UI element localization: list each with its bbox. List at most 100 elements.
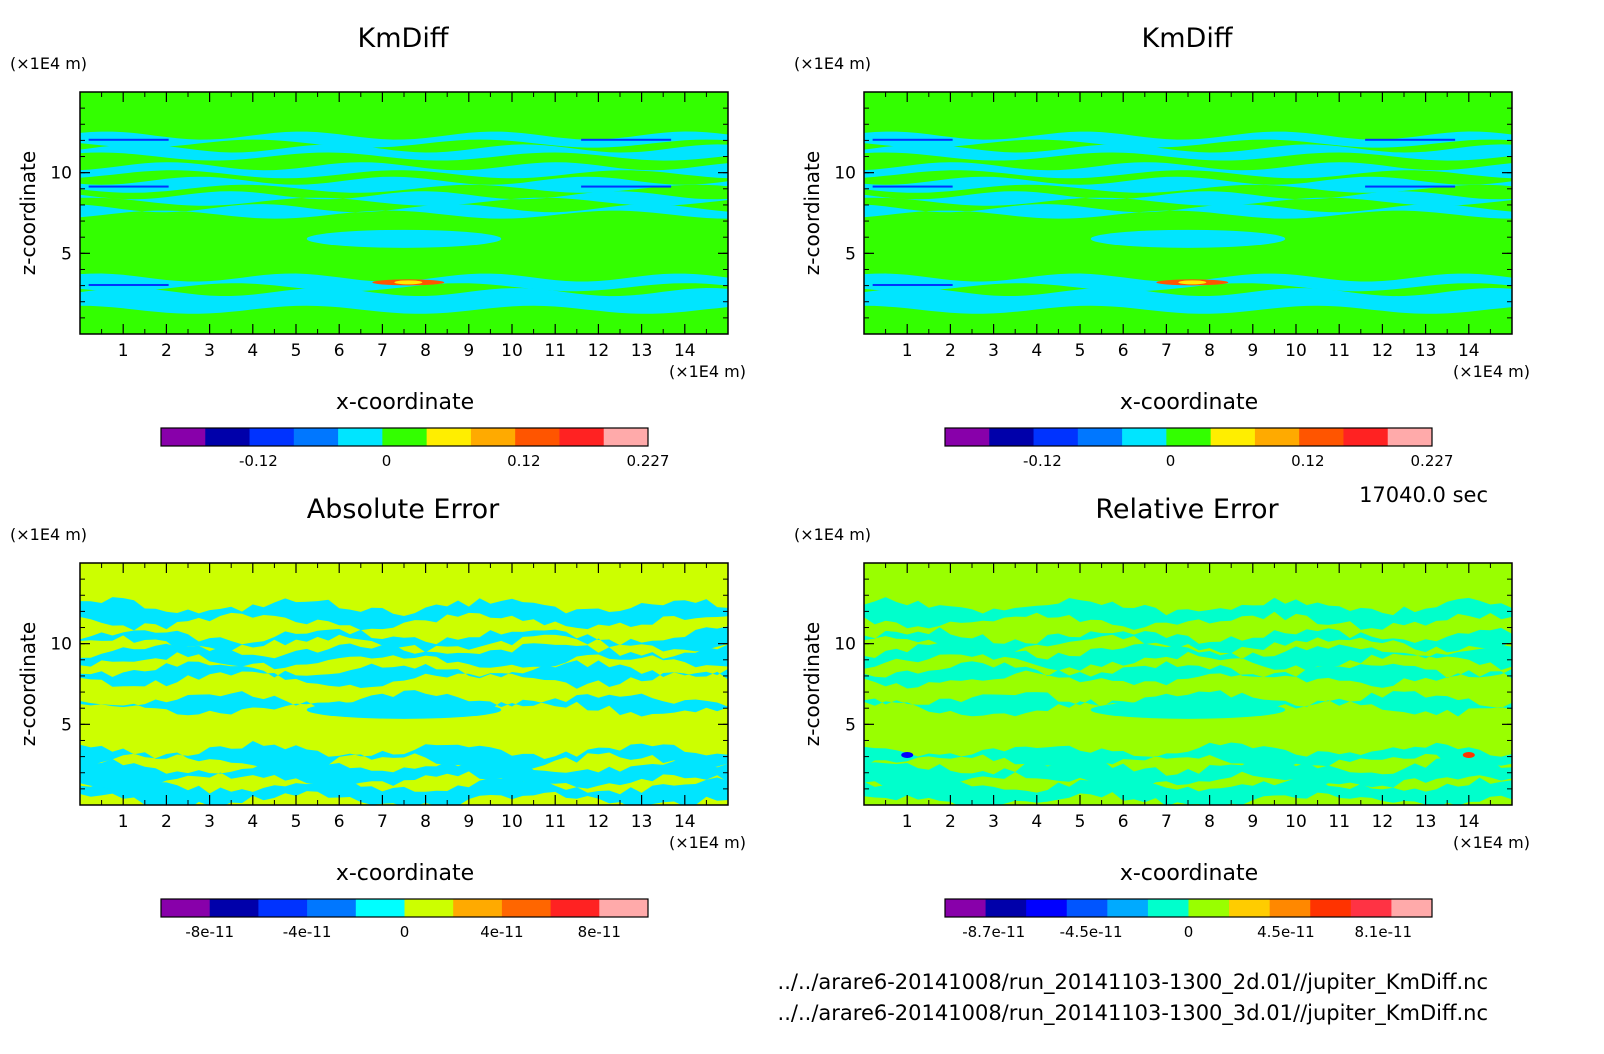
colorbar-swatch (404, 899, 454, 917)
x-tick-label: 14 (674, 341, 696, 361)
time-label: 17040.0 sec (1359, 483, 1488, 507)
x-unit-label: (×1E4 m) (669, 833, 746, 852)
contour-line (872, 185, 953, 188)
file-path-3d: ../../arare6-20141008/run_20141103-1300_… (777, 1001, 1488, 1025)
contour-field (864, 92, 1512, 334)
contour-band (864, 597, 1512, 630)
x-tick-label: 2 (945, 812, 956, 832)
colorbar-tick-label: 0 (1184, 923, 1194, 941)
x-axis-label: x-coordinate (1120, 390, 1258, 415)
colorbar-swatch (382, 428, 428, 446)
x-tick-label: 3 (988, 341, 999, 361)
x-tick-label: 4 (247, 812, 258, 832)
x-tick-label: 13 (1415, 812, 1437, 832)
contour-field (80, 563, 728, 805)
y-tick-label: 10 (834, 635, 856, 655)
contour-band (80, 288, 728, 314)
colorbar-tick-label: 0 (1166, 452, 1176, 470)
contour-band (80, 660, 728, 689)
x-unit-label: (×1E4 m) (1453, 833, 1530, 852)
x-tick-label: 5 (291, 341, 302, 361)
colorbar-swatch (338, 428, 383, 446)
contour-band (80, 204, 728, 219)
colorbar-swatch (307, 899, 357, 917)
x-tick-label: 9 (463, 341, 474, 361)
colorbar-tick-label: 0.12 (507, 452, 540, 470)
colorbar-swatch (1391, 899, 1433, 917)
colorbar-swatch (470, 428, 516, 446)
colorbar-tick-label: -4e-11 (283, 923, 332, 941)
x-tick-label: 2 (945, 341, 956, 361)
chart-title: KmDiff (358, 23, 450, 54)
x-tick-label: 14 (674, 812, 696, 832)
colorbar-swatch (515, 428, 560, 446)
colorbar-swatch (945, 428, 990, 446)
colorbar-swatch (161, 428, 206, 446)
x-tick-label: 12 (588, 341, 610, 361)
y-tick-label: 10 (50, 164, 72, 184)
x-tick-label: 5 (1075, 812, 1086, 832)
contour-band-center (306, 700, 502, 719)
colorbar-swatch (293, 428, 339, 446)
colorbar-swatch (1188, 899, 1230, 917)
x-tick-label: 4 (1031, 812, 1042, 832)
contour-band (80, 757, 728, 791)
colorbar-tick-label: 0 (382, 452, 392, 470)
x-tick-label: 6 (1118, 812, 1129, 832)
colorbar-tick-label: -8.7e-11 (962, 923, 1025, 941)
colorbar-swatch (453, 899, 503, 917)
contour-band (864, 162, 1512, 179)
x-tick-label: 2 (161, 812, 172, 832)
x-tick-label: 6 (334, 341, 345, 361)
x-tick-label: 13 (631, 812, 653, 832)
colorbar-tick-label: 8e-11 (578, 923, 621, 941)
x-tick-label: 13 (1415, 341, 1437, 361)
x-tick-label: 6 (1118, 341, 1129, 361)
x-tick-label: 8 (1204, 812, 1215, 832)
colorbar-swatch (1033, 428, 1079, 446)
contour-band (864, 176, 1512, 193)
x-tick-label: 11 (544, 341, 566, 361)
contour-band (864, 288, 1512, 314)
x-tick-label: 3 (204, 341, 215, 361)
colorbar-swatch (1122, 428, 1167, 446)
colorbar-swatch (559, 428, 605, 446)
contour-band (80, 144, 728, 161)
y-axis-label: z-coordinate (16, 151, 40, 275)
chart-panel-3: Absolute Error(×1E4 m)1 2 3 4 5 6 7 8 9 10 11 12 13 1… (10, 494, 746, 941)
chart-title: KmDiff (1142, 23, 1234, 54)
contour-line (872, 283, 953, 286)
contour-line (88, 283, 169, 286)
y-tick-label: 10 (50, 635, 72, 655)
contour-band-center (1090, 700, 1286, 719)
colorbar-swatch (1254, 428, 1300, 446)
colorbar-swatch (1210, 428, 1256, 446)
contour-band (864, 131, 1512, 148)
contour-line (581, 185, 672, 188)
y-tick-label: 5 (61, 715, 72, 735)
contour-line (88, 185, 169, 188)
chart-title: Absolute Error (307, 494, 500, 525)
x-tick-label: 7 (377, 341, 388, 361)
x-tick-label: 13 (631, 341, 653, 361)
colorbar-tick-label: 4e-11 (480, 923, 523, 941)
colorbar-swatch (1107, 899, 1149, 917)
x-tick-label: 4 (1031, 341, 1042, 361)
x-tick-label: 1 (118, 812, 129, 832)
colorbar-swatch (1269, 899, 1311, 917)
contour-band (80, 777, 728, 805)
colorbar-tick-label: 0.227 (627, 452, 670, 470)
colorbar-tick-label: -4.5e-11 (1060, 923, 1123, 941)
contour-line (1365, 185, 1456, 188)
x-unit-label: (×1E4 m) (1453, 362, 1530, 381)
y-axis-label: z-coordinate (16, 622, 40, 746)
contour-band (864, 777, 1512, 805)
colorbar-frame (160, 427, 649, 447)
x-tick-label: 14 (1458, 812, 1480, 832)
colorbar-frame (160, 898, 649, 918)
contour-band (864, 757, 1512, 790)
x-tick-label: 11 (1328, 341, 1350, 361)
x-axis-label: x-coordinate (336, 861, 474, 886)
x-tick-label: 10 (501, 812, 523, 832)
contour-line (581, 138, 672, 141)
